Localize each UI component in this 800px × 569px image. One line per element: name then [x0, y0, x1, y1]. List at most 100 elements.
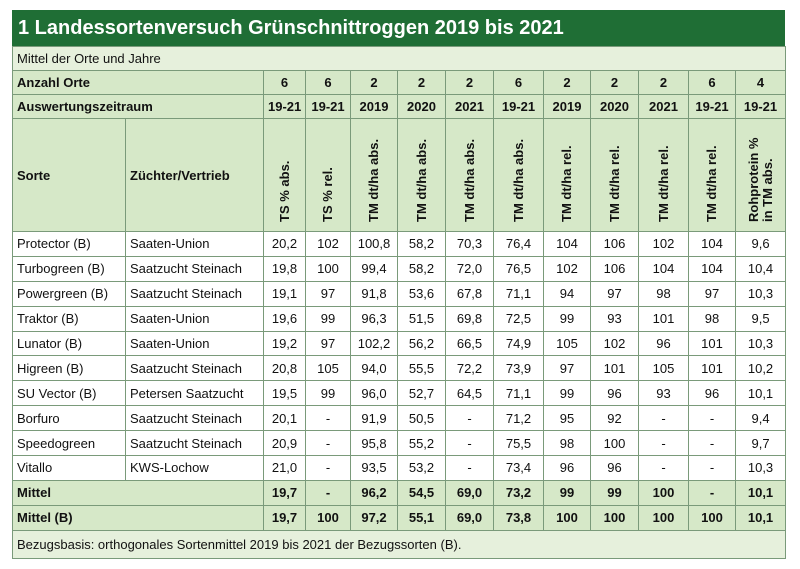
summary-cell: 99 — [543, 479, 591, 506]
header-row: Auswertungszeitraum 19-21 19-21 2019 2020 202… — [12, 94, 787, 119]
value-cell: 21,0 — [263, 455, 306, 481]
value-cell: 104 — [688, 255, 736, 282]
value-cell: 55,5 — [397, 355, 446, 382]
data-row: Borfuro Saatzucht Steinach 20,1-91,9 50,5-7… — [12, 405, 787, 432]
header-cell: 19-21 — [263, 94, 306, 119]
value-cell: 106 — [590, 255, 639, 282]
summary-cell: - — [688, 479, 736, 506]
value-cell: 101 — [638, 305, 689, 332]
summary-cell: 10,1 — [734, 504, 787, 531]
name-cell: Saaten-Union — [125, 231, 264, 257]
value-cell: 105 — [305, 355, 351, 382]
value-cell: 97 — [543, 355, 591, 382]
name-cell: Saatzucht Steinach — [125, 355, 264, 382]
value-cell: - — [445, 405, 494, 432]
value-cell: 98 — [543, 430, 591, 457]
column-header: TM dt/ha abs. — [510, 138, 526, 222]
value-cell: 73,4 — [493, 455, 544, 481]
header-cell: 2021 — [445, 94, 494, 119]
value-cell: 70,3 — [445, 231, 494, 257]
table: Mittel der Orte und Jahre Anzahl Orte 6 6 2 2… — [11, 46, 787, 559]
header-cell: 19-21 — [734, 94, 787, 119]
value-cell: 98 — [688, 305, 736, 332]
header-cell: 2019 — [543, 94, 591, 119]
title: 1 Landessortenversuch Grünschnittroggen … — [12, 10, 785, 46]
value-cell: 94 — [543, 280, 591, 307]
value-cell: 51,5 — [397, 305, 446, 332]
value-cell: 95 — [543, 405, 591, 432]
header-cell: 19-21 — [688, 94, 736, 119]
value-cell: 95,8 — [350, 430, 398, 457]
column-header: TM dt/ha rel. — [704, 145, 719, 222]
summary-cell: 100 — [305, 504, 351, 531]
value-cell: 97 — [305, 330, 351, 357]
name-cell: SU Vector (B) — [12, 380, 126, 407]
value-cell: - — [688, 455, 736, 481]
column-header-cell: TM dt/ha rel. — [638, 118, 689, 232]
subtitle: Mittel der Orte und Jahre — [11, 46, 787, 71]
value-cell: 96 — [688, 380, 736, 407]
column-header: TM dt/ha abs. — [461, 138, 477, 222]
value-cell: - — [305, 405, 351, 432]
name-cell: Powergreen (B) — [12, 280, 126, 307]
value-cell: 76,5 — [493, 255, 544, 282]
header-cell: 2020 — [397, 94, 446, 119]
value-cell: 9,5 — [734, 305, 787, 332]
value-cell: - — [688, 405, 736, 432]
column-header-cell: TS % abs. — [263, 118, 306, 232]
value-cell: 72,2 — [445, 355, 494, 382]
value-cell: 96,3 — [350, 305, 398, 332]
summary-cell: 55,1 — [397, 504, 446, 531]
value-cell: 53,2 — [397, 455, 446, 481]
name-cell: Higreen (B) — [12, 355, 126, 382]
summary-cell: 19,7 — [263, 504, 306, 531]
summary-cell: 69,0 — [445, 504, 494, 531]
header-cell: 2020 — [590, 94, 639, 119]
value-cell: 96 — [638, 330, 689, 357]
footnote: Bezugsbasis: orthogonales Sortenmittel 2… — [11, 529, 787, 559]
column-header: TM dt/ha rel. — [606, 145, 622, 222]
summary-cell: 100 — [590, 504, 639, 531]
value-cell: 104 — [543, 231, 591, 257]
name-cell: Saatzucht Steinach — [125, 280, 264, 307]
value-cell: 72,5 — [493, 305, 544, 332]
header-label: Anzahl Orte — [12, 70, 264, 95]
value-cell: 56,2 — [397, 330, 446, 357]
header-cell: 2 — [590, 70, 639, 95]
value-cell: 93,5 — [350, 455, 398, 481]
value-cell: 96 — [590, 455, 639, 481]
value-cell: 98 — [638, 280, 689, 307]
value-cell: 99 — [305, 305, 351, 332]
value-cell: 64,5 — [445, 380, 494, 407]
value-cell: 104 — [638, 255, 689, 282]
value-cell: 91,8 — [350, 280, 398, 307]
header-cell: 2 — [543, 70, 591, 95]
value-cell: 104 — [688, 231, 736, 257]
value-cell: 101 — [590, 355, 639, 382]
name-cell: Petersen Saatzucht — [125, 380, 264, 407]
column-header: Züchter/Vertrieb — [125, 118, 264, 232]
value-cell: 97 — [688, 280, 736, 307]
data-row: Speedogreen Saatzucht Steinach 20,9-95,8 55… — [12, 430, 787, 457]
footnote-row: Bezugsbasis: orthogonales Sortenmittel 2… — [11, 529, 787, 559]
name-cell: Saatzucht Steinach — [125, 255, 264, 282]
value-cell: 52,7 — [397, 380, 446, 407]
value-cell: 20,8 — [263, 355, 306, 382]
value-cell: 9,4 — [734, 405, 787, 432]
value-cell: 97 — [305, 280, 351, 307]
value-cell: 96 — [543, 455, 591, 481]
value-cell: 66,5 — [445, 330, 494, 357]
value-cell: - — [638, 405, 689, 432]
value-cell: 92 — [590, 405, 639, 432]
column-header-cell: TS % rel. — [305, 118, 351, 232]
value-cell: 71,1 — [493, 380, 544, 407]
value-cell: 20,2 — [263, 231, 306, 257]
name-cell: Saaten-Union — [125, 330, 264, 357]
column-header: Sorte — [12, 118, 126, 232]
value-cell: - — [445, 430, 494, 457]
summary-cell: 10,1 — [734, 479, 787, 506]
column-header-cell: TM dt/ha abs. — [350, 118, 398, 232]
value-cell: - — [688, 430, 736, 457]
value-cell: 9,6 — [734, 231, 787, 257]
value-cell: 99 — [305, 380, 351, 407]
